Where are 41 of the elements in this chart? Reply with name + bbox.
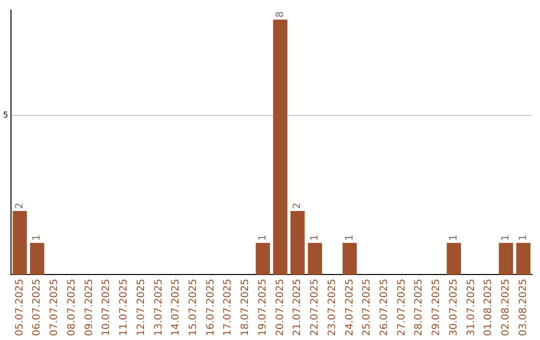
data-label: 2 xyxy=(14,202,26,209)
x-tick-label: 27.07.2025 xyxy=(396,278,408,336)
x-tick-label: 02.08.2025 xyxy=(500,278,512,336)
data-label: 2 xyxy=(292,202,304,209)
x-tick-label: 05.07.2025 xyxy=(14,278,26,336)
x-tick-label: 26.07.2025 xyxy=(379,278,390,336)
x-tick-label: 03.08.2025 xyxy=(518,278,529,336)
x-tick-label: 30.07.2025 xyxy=(448,278,460,336)
x-tick-label: 07.07.2025 xyxy=(49,278,60,336)
x-tick-label: 21.07.2025 xyxy=(292,278,304,336)
x-tick-label: 29.07.2025 xyxy=(431,278,442,336)
data-label: 1 xyxy=(448,234,460,241)
x-tick-label: 01.08.2025 xyxy=(483,278,494,336)
x-tick-label: 23.07.2025 xyxy=(326,278,338,336)
x-tick-label: 08.07.2025 xyxy=(66,278,78,336)
data-label: 1 xyxy=(344,234,356,241)
data-label: 1 xyxy=(310,234,321,241)
x-tick-label: 24.07.2025 xyxy=(344,278,356,336)
x-tick-label: 17.07.2025 xyxy=(222,278,234,336)
y-tick-label: 5 xyxy=(2,110,8,120)
x-tick-label: 28.07.2025 xyxy=(414,278,425,336)
x-tick-label: 18.07.2025 xyxy=(240,278,252,336)
x-tick-label: 15.07.2025 xyxy=(188,278,199,336)
x-tick-label: 31.07.2025 xyxy=(466,278,477,336)
x-tick-label: 20.07.2025 xyxy=(274,278,286,336)
data-label: 1 xyxy=(518,234,529,241)
x-tick-label: 19.07.2025 xyxy=(257,278,268,336)
x-tick-label: 13.07.2025 xyxy=(153,278,164,336)
x-tick-label: 25.07.2025 xyxy=(362,278,373,336)
x-tick-label: 10.07.2025 xyxy=(101,278,112,336)
x-tick-label: 16.07.2025 xyxy=(205,278,216,336)
data-label: 1 xyxy=(500,234,512,241)
x-tick-label: 11.07.2025 xyxy=(118,278,130,336)
x-tick-label: 12.07.2025 xyxy=(136,278,147,336)
data-label: 1 xyxy=(32,234,43,241)
data-label: 1 xyxy=(257,234,268,241)
x-tick-label: 14.07.2025 xyxy=(170,278,182,336)
x-tick-label: 06.07.2025 xyxy=(32,278,43,336)
x-tick-label: 22.07.2025 xyxy=(310,278,321,336)
data-label: 8 xyxy=(274,11,286,18)
x-tick-label: 09.07.2025 xyxy=(84,278,95,336)
